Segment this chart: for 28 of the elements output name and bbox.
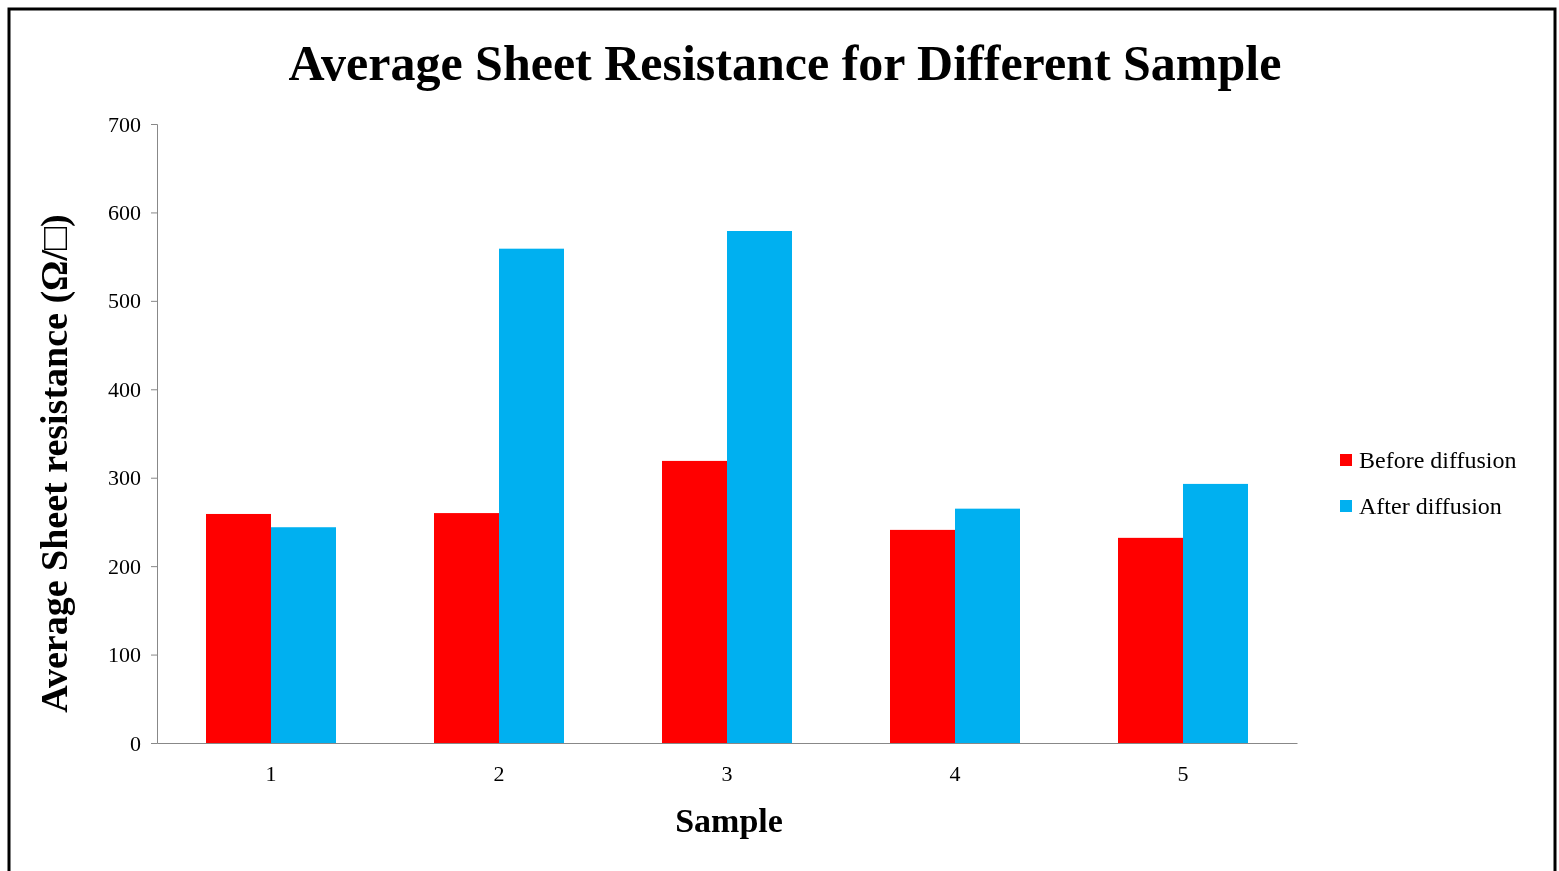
legend-label: Before diffusion <box>1359 447 1517 473</box>
chart-title: Average Sheet Resistance for Different Sample <box>288 35 1282 91</box>
y-tick-label: 400 <box>108 376 141 402</box>
x-tick-label: 5 <box>1177 760 1189 786</box>
y-axis-title: Average Sheet resistance (Ω/□) <box>33 214 76 713</box>
bar <box>1118 537 1183 743</box>
x-axis-title: Sample <box>675 802 783 839</box>
y-tick-label: 100 <box>108 642 141 668</box>
bar <box>662 460 727 743</box>
y-tick-label: 700 <box>108 111 141 137</box>
x-tick-label: 2 <box>493 760 505 786</box>
x-tick-label: 4 <box>949 760 961 786</box>
bar <box>434 513 499 743</box>
bar <box>271 527 336 743</box>
bar <box>206 513 271 743</box>
y-tick-label: 300 <box>108 465 141 491</box>
legend-label: After diffusion <box>1359 493 1502 519</box>
bar <box>1183 483 1248 743</box>
bar <box>499 248 564 743</box>
bar <box>727 231 792 743</box>
y-tick-label: 200 <box>108 553 141 579</box>
y-tick-label: 500 <box>108 288 141 314</box>
bar <box>955 508 1020 743</box>
x-tick-label: 1 <box>265 760 277 786</box>
x-tick-label: 3 <box>721 760 733 786</box>
y-tick-label: 600 <box>108 199 141 225</box>
y-tick-label: 0 <box>130 730 141 756</box>
bar <box>890 529 955 743</box>
